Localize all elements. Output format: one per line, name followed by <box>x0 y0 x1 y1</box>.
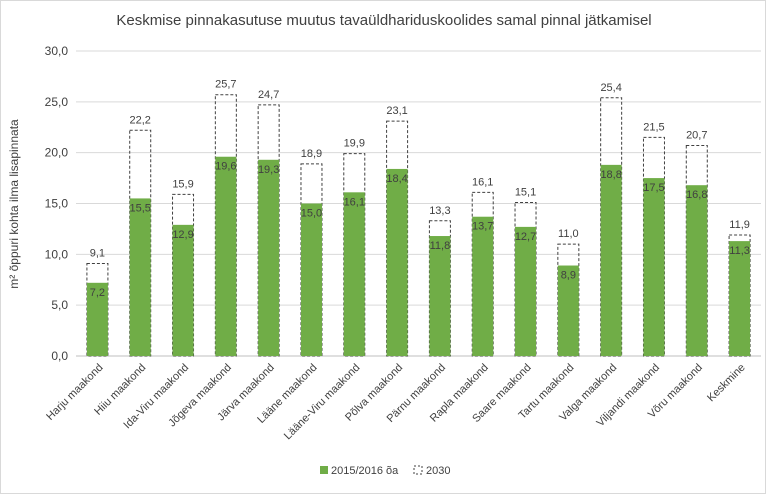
bar-2015 <box>429 236 451 356</box>
data-label-2015: 16,8 <box>686 189 707 201</box>
data-label-2015: 15,5 <box>130 202 151 214</box>
chart-title: Keskmise pinnakasutuse muutus tavaüldhar… <box>116 12 651 29</box>
data-label-2015: 12,9 <box>172 229 193 241</box>
legend-swatch-2015 <box>320 466 328 474</box>
y-tick-label: 10,0 <box>45 247 69 261</box>
data-label-2030: 21,5 <box>643 121 664 133</box>
data-label-2015: 11,8 <box>430 240 451 252</box>
data-label-2030: 9,1 <box>90 247 105 259</box>
data-label-2015: 19,3 <box>258 164 279 176</box>
bar-2015 <box>686 185 708 356</box>
data-label-2030: 20,7 <box>686 130 707 142</box>
legend-label-2030: 2030 <box>426 465 450 477</box>
data-label-2030: 15,9 <box>172 178 193 190</box>
data-label-2015: 11,3 <box>729 245 750 257</box>
data-label-2015: 12,7 <box>515 231 536 243</box>
data-label-2015: 7,2 <box>90 287 105 299</box>
data-label-2030: 25,7 <box>215 79 236 91</box>
data-label-2030: 13,3 <box>429 205 450 217</box>
y-tick-label: 15,0 <box>45 197 69 211</box>
y-tick-label: 25,0 <box>45 95 69 109</box>
bar-2015 <box>515 226 537 356</box>
y-tick-label: 0,0 <box>51 349 68 363</box>
legend-label-2015: 2015/2016 õa <box>331 465 399 477</box>
y-tick-label: 20,0 <box>45 146 69 160</box>
data-label-2015: 13,7 <box>472 221 493 233</box>
data-label-2030: 19,9 <box>344 138 365 150</box>
data-label-2015: 18,4 <box>386 173 407 185</box>
bar-2015 <box>300 203 322 356</box>
data-label-2030: 11,9 <box>729 219 750 231</box>
data-label-2030: 16,1 <box>472 176 493 188</box>
bars: 9,1 7,2 22,2 15,5 15,9 12,9 25,7 19,6 24,7 19,3 18… <box>86 79 751 357</box>
y-tick-label: 5,0 <box>51 298 68 312</box>
bar-2015 <box>343 192 365 356</box>
bar-2015 <box>472 216 494 356</box>
data-label-2030: 11,0 <box>558 228 579 240</box>
data-label-2015: 17,5 <box>643 182 664 194</box>
data-label-2015: 16,1 <box>344 196 365 208</box>
bar-2015 <box>258 159 280 356</box>
data-label-2030: 22,2 <box>130 114 151 126</box>
data-label-2030: 24,7 <box>258 89 279 101</box>
bar-2015 <box>729 241 751 356</box>
y-axis-label: m² õppuri kohta ilma lisapinnata <box>7 119 21 289</box>
category-label: Lääne-Viru maakond <box>282 362 363 443</box>
bar-2015 <box>215 156 237 356</box>
bar-2015 <box>172 224 194 356</box>
legend: 2015/2016 õa 2030 <box>320 465 450 477</box>
bar-2015 <box>557 265 579 356</box>
data-label-2030: 15,1 <box>515 186 536 198</box>
legend-swatch-2030 <box>413 465 423 475</box>
category-label: Keskmine <box>705 362 748 405</box>
bar-2015 <box>129 198 151 356</box>
data-label-2015: 18,8 <box>600 169 621 181</box>
data-label-2015: 19,6 <box>215 161 236 173</box>
bar-2015 <box>86 282 108 356</box>
y-axis-ticks: 0,0 5,0 10,0 15,0 20,0 25,0 30,0 <box>45 44 69 363</box>
data-label-2030: 18,9 <box>301 148 322 160</box>
data-label-2030: 23,1 <box>386 105 407 117</box>
bar-2015 <box>600 164 622 356</box>
data-label-2015: 8,9 <box>561 270 576 282</box>
data-label-2030: 25,4 <box>600 82 621 94</box>
bar-2015 <box>386 168 408 356</box>
bar-2015 <box>643 178 665 356</box>
data-label-2015: 15,0 <box>301 208 322 220</box>
y-tick-label: 30,0 <box>45 44 69 58</box>
